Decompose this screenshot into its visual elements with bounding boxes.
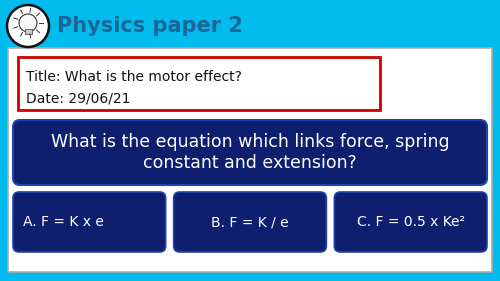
- FancyBboxPatch shape: [13, 120, 487, 185]
- Circle shape: [7, 5, 49, 47]
- Circle shape: [19, 14, 37, 32]
- Text: Date: 29/06/21: Date: 29/06/21: [26, 92, 130, 106]
- FancyBboxPatch shape: [24, 29, 32, 34]
- FancyBboxPatch shape: [18, 57, 380, 110]
- FancyBboxPatch shape: [13, 192, 166, 252]
- FancyBboxPatch shape: [334, 192, 487, 252]
- Text: What is the equation which links force, spring
constant and extension?: What is the equation which links force, …: [50, 133, 450, 172]
- Text: B. F = K / e: B. F = K / e: [211, 215, 289, 229]
- Text: A. F = K x e: A. F = K x e: [23, 215, 104, 229]
- Text: Physics paper 2: Physics paper 2: [57, 16, 243, 36]
- Text: C. F = 0.5 x Ke²: C. F = 0.5 x Ke²: [356, 215, 465, 229]
- Text: Title: What is the motor effect?: Title: What is the motor effect?: [26, 70, 242, 84]
- FancyBboxPatch shape: [8, 48, 492, 272]
- FancyBboxPatch shape: [174, 192, 326, 252]
